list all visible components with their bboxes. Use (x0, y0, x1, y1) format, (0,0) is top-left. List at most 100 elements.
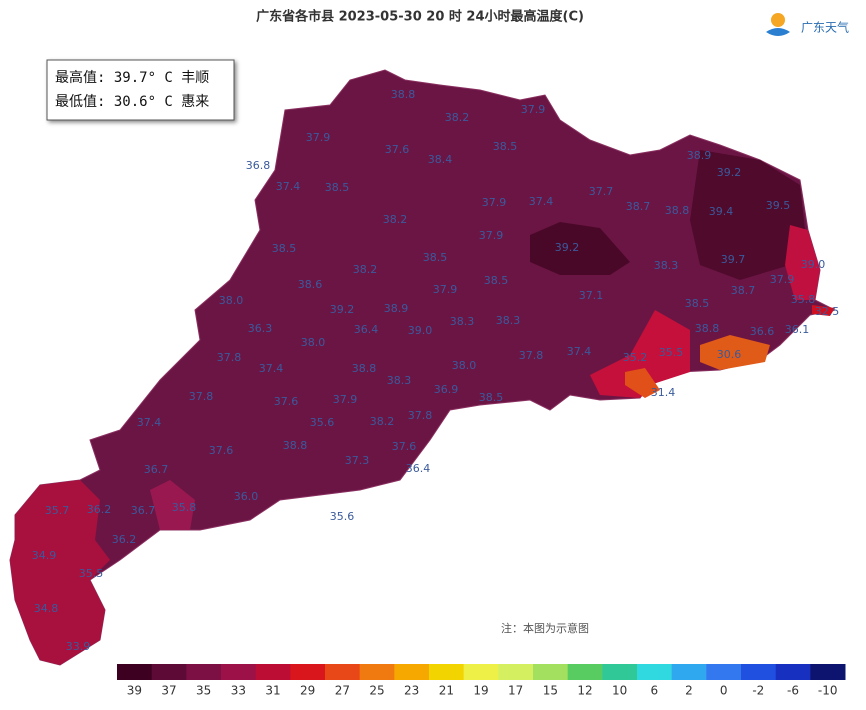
station-value: 38.5 (685, 297, 710, 310)
station-value: 38.3 (387, 374, 412, 387)
station-value: 37.4 (137, 416, 162, 429)
station-value: 37.9 (433, 283, 458, 296)
station-value: 30.6 (717, 348, 742, 361)
station-value: 36.8 (246, 159, 271, 172)
station-value: 37.3 (345, 454, 370, 467)
station-value: 36.7 (144, 463, 169, 476)
station-value: 35.6 (310, 416, 335, 429)
legend-swatch (602, 664, 638, 680)
station-value: 39.5 (766, 199, 791, 212)
legend-swatch (671, 664, 707, 680)
legend-swatch (359, 664, 395, 680)
station-value: 37.9 (479, 229, 504, 242)
legend-label: 27 (335, 684, 350, 698)
legend-label: 12 (577, 684, 592, 698)
station-value: 38.5 (484, 274, 509, 287)
station-value: 36.9 (434, 383, 459, 396)
station-value: 38.5 (479, 391, 504, 404)
legend-swatch (221, 664, 257, 680)
station-value: 37.1 (579, 289, 604, 302)
station-value: 39.2 (717, 166, 742, 179)
station-value: 39.0 (408, 324, 433, 337)
station-value: 37.6 (274, 395, 299, 408)
station-value: 37.8 (519, 349, 544, 362)
title: 广东省各市县 2023-05-30 20 时 24小时最高温度(C) (256, 9, 584, 25)
station-value: 36.4 (354, 323, 379, 336)
station-value: 38.2 (445, 111, 470, 124)
station-value: 38.3 (654, 259, 679, 272)
station-value: 37.8 (189, 390, 214, 403)
legend-label: 33 (231, 684, 246, 698)
station-value: 39.0 (801, 258, 826, 271)
station-value: 38.2 (370, 415, 395, 428)
station-value: 38.6 (298, 278, 323, 291)
station-value: 39.2 (330, 303, 355, 316)
station-value: 38.5 (272, 242, 297, 255)
station-value: 35.8 (791, 293, 816, 306)
station-value: 37.4 (529, 195, 554, 208)
station-value: 38.8 (695, 322, 720, 335)
station-value: 36.3 (248, 322, 273, 335)
legend-swatch (463, 664, 499, 680)
station-value: 34.8 (34, 602, 59, 615)
note: 注：本图为示意图 (501, 621, 589, 635)
legend-label: 17 (508, 684, 523, 698)
legend-swatch (498, 664, 534, 680)
station-value: 37.4 (276, 180, 301, 193)
station-value: 31.4 (651, 386, 676, 399)
station-value: 39.7 (721, 253, 746, 266)
station-labels: 38.8 38.2 37.9 37.9 37.6 38.4 38.5 36.8 38.9 39.2… (32, 88, 840, 653)
legend-label: 10 (612, 684, 627, 698)
station-value: 37.8 (217, 351, 242, 364)
station-value: 32.5 (815, 305, 840, 318)
station-value: 39.2 (555, 241, 580, 254)
station-value: 38.8 (665, 204, 690, 217)
station-value: 35.8 (172, 501, 197, 514)
station-value: 38.7 (626, 200, 651, 213)
legend-swatch (533, 664, 569, 680)
station-value: 38.8 (352, 362, 377, 375)
station-value: 37.9 (521, 103, 546, 116)
summary-box (46, 59, 235, 121)
station-value: 38.3 (450, 315, 475, 328)
legend-swatch (637, 664, 673, 680)
station-value: 35.6 (330, 510, 355, 523)
station-value: 38.9 (687, 149, 712, 162)
legend-label: 6 (651, 684, 659, 698)
legend-label: 29 (300, 684, 315, 698)
legend-swatch (810, 664, 846, 680)
station-value: 37.4 (567, 345, 592, 358)
summary-max: 最高值: 39.7° C 丰顺 (55, 69, 209, 86)
station-value: 36.4 (406, 462, 431, 475)
station-value: 38.5 (325, 181, 350, 194)
legend-swatch (429, 664, 465, 680)
station-value: 37.7 (589, 185, 614, 198)
station-value: 39.4 (709, 205, 734, 218)
legend-swatch (706, 664, 742, 680)
legend-label: 19 (473, 684, 488, 698)
station-value: 36.7 (131, 504, 156, 517)
legend-label: 37 (161, 684, 176, 698)
station-value: 38.7 (731, 284, 756, 297)
legend-swatch (394, 664, 430, 680)
legend-label: 35 (196, 684, 211, 698)
legend-label: -6 (787, 684, 799, 698)
station-value: 35.7 (45, 504, 70, 517)
station-value: 34.9 (32, 549, 57, 562)
station-value: 36.2 (112, 533, 137, 546)
station-value: 35.2 (623, 351, 648, 364)
station-value: 38.0 (452, 359, 477, 372)
station-value: 36.6 (750, 325, 775, 338)
station-value: 36.0 (234, 490, 259, 503)
station-value: 35.5 (79, 567, 104, 580)
station-value: 38.5 (493, 140, 518, 153)
legend-label: 39 (127, 684, 142, 698)
watermark: 微博 @广东天气 (399, 681, 501, 698)
station-value: 37.9 (770, 273, 795, 286)
station-value: 35.5 (659, 346, 684, 359)
legend-swatch (255, 664, 291, 680)
legend-label: 0 (720, 684, 728, 698)
station-value: 37.9 (333, 393, 358, 406)
station-value: 38.8 (283, 439, 308, 452)
station-value: 33.9 (66, 640, 91, 653)
